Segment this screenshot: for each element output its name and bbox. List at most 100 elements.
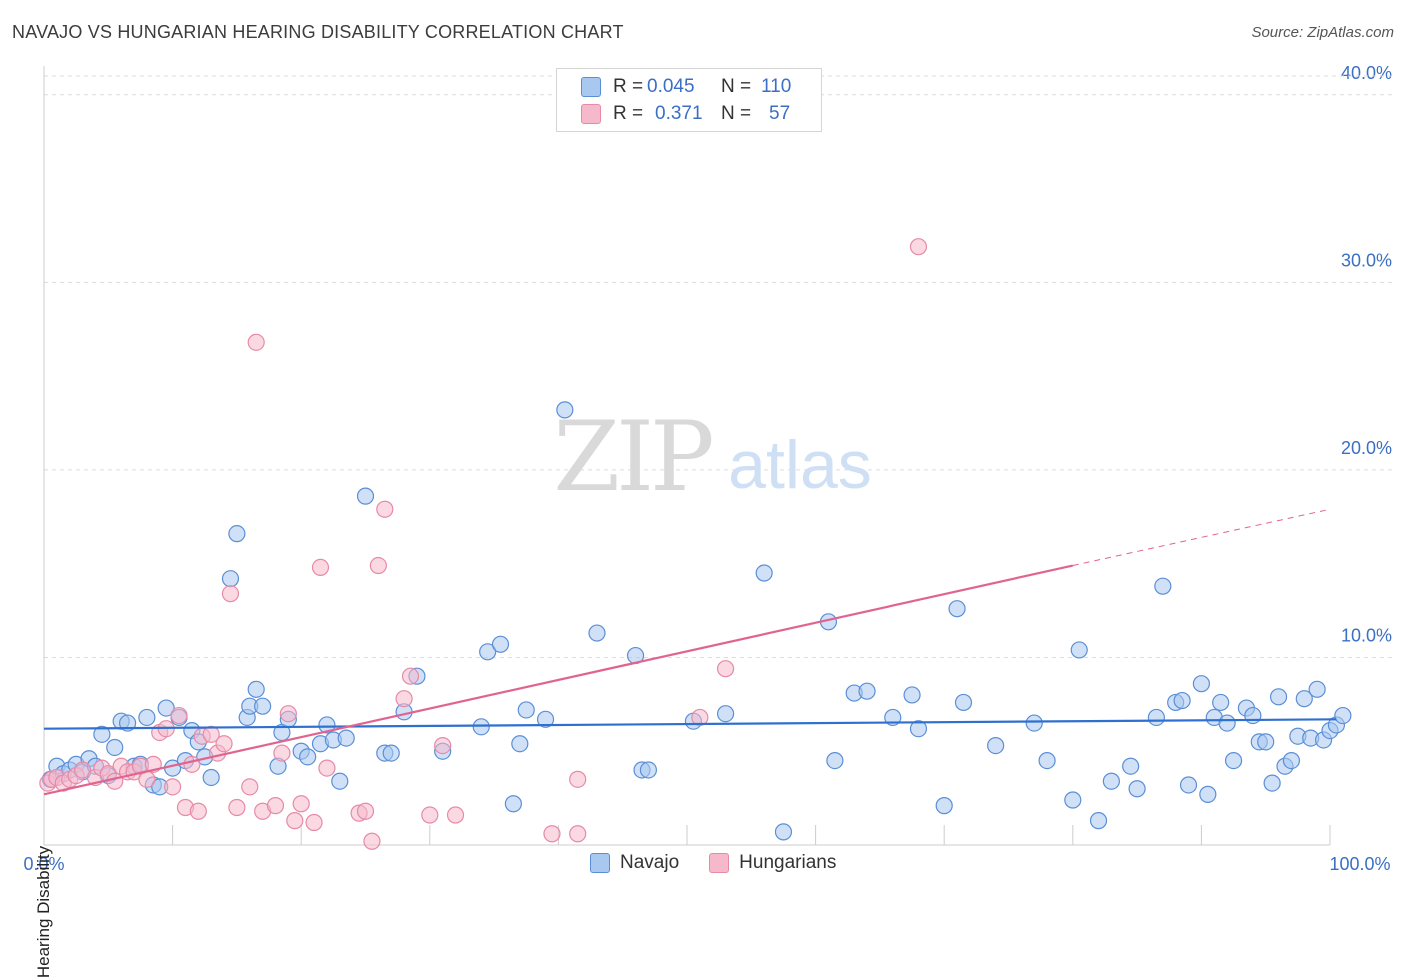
navajo-point bbox=[472, 718, 490, 736]
legend-item-hungarians[interactable]: Hungarians bbox=[709, 852, 836, 874]
navajo-point bbox=[755, 564, 773, 582]
hungarians-point bbox=[164, 778, 182, 796]
hungarians-point bbox=[401, 667, 420, 685]
navajo-point bbox=[1070, 641, 1088, 659]
navajo-swatch bbox=[581, 77, 601, 97]
hungarians-swatch bbox=[581, 104, 601, 124]
chart-title: NAVAJO VS HUNGARIAN HEARING DISABILITY C… bbox=[12, 22, 624, 42]
navajo-point bbox=[1282, 751, 1301, 770]
navajo-point bbox=[909, 720, 928, 738]
navajo-point bbox=[511, 735, 529, 753]
navajo-point bbox=[1154, 577, 1172, 595]
navajo-point bbox=[517, 701, 535, 719]
hungarians-point bbox=[292, 795, 310, 813]
hungarians-point bbox=[183, 755, 201, 773]
navajo-point bbox=[221, 570, 240, 588]
hungarians-point bbox=[434, 736, 452, 755]
y-tick-label: 20.0% bbox=[1341, 438, 1392, 458]
legend-label-hungarians: Hungarians bbox=[739, 852, 837, 873]
navajo-point bbox=[254, 697, 272, 715]
navajo-point bbox=[1025, 714, 1043, 732]
y-axis-label: Hearing Disability bbox=[34, 845, 53, 978]
navajo-point bbox=[491, 635, 510, 653]
navajo-point bbox=[1257, 733, 1275, 751]
navajo-point bbox=[157, 699, 175, 717]
hungarians-point bbox=[266, 797, 285, 815]
navajo-point bbox=[1308, 680, 1326, 698]
navajo-swatch bbox=[590, 853, 610, 873]
legend-row-hungarians: R = 0.371 N = 57 bbox=[581, 102, 790, 126]
navajo-point bbox=[826, 751, 844, 770]
navajo-point bbox=[318, 716, 336, 734]
hungarians-point bbox=[73, 761, 92, 779]
navajo-point bbox=[1218, 714, 1236, 732]
legend-label-navajo: Navajo bbox=[620, 852, 680, 873]
hungarians-point bbox=[170, 706, 188, 725]
n-label: N = bbox=[721, 103, 752, 124]
hungarians-point bbox=[279, 705, 297, 723]
navajo-point bbox=[1064, 791, 1082, 809]
navajo-point bbox=[299, 748, 317, 766]
y-tick-label: 40.0% bbox=[1341, 63, 1392, 83]
hungarians-point bbox=[363, 832, 381, 850]
navajo-point bbox=[1102, 772, 1120, 790]
hungarians-point bbox=[286, 812, 304, 830]
r-value: 0.045 bbox=[647, 76, 695, 97]
watermark-atlas: atlas bbox=[728, 427, 872, 503]
navajo-point bbox=[1224, 751, 1243, 770]
hungarians-point bbox=[247, 333, 265, 351]
hungarians-point bbox=[569, 770, 587, 788]
navajo-point bbox=[536, 710, 555, 728]
navajo-point bbox=[504, 795, 522, 813]
r-label: R = bbox=[613, 76, 644, 97]
navajo-point bbox=[1269, 688, 1288, 706]
navajo-point bbox=[356, 487, 375, 505]
watermark-zip: ZIP bbox=[553, 401, 712, 513]
source-label: Source: ZipAtlas.com bbox=[1251, 24, 1394, 41]
hungarians-point bbox=[356, 802, 375, 820]
hungarians-point bbox=[569, 825, 587, 843]
navajo-point bbox=[382, 744, 400, 762]
navajo-point bbox=[774, 823, 793, 841]
navajo-point bbox=[228, 525, 246, 543]
navajo-point bbox=[556, 401, 574, 419]
hungarians-point bbox=[305, 813, 323, 832]
navajo-point bbox=[1147, 708, 1165, 727]
navajo-point bbox=[138, 708, 156, 727]
hungarians-point bbox=[376, 500, 394, 518]
scatter-plot: 10.0% 20.0% 30.0% 40.0% 0.0% 100.0% ZIP atlas bbox=[23, 63, 1392, 874]
navajo-point bbox=[1038, 751, 1056, 770]
navajo-point bbox=[1173, 691, 1191, 710]
hungarians-point bbox=[273, 744, 291, 762]
hungarians-point bbox=[189, 802, 207, 820]
navajo-point bbox=[202, 768, 220, 787]
r-label: R = bbox=[613, 103, 644, 124]
y-tick-label: 30.0% bbox=[1341, 250, 1392, 270]
navajo-point bbox=[1334, 706, 1352, 725]
series-legend: Navajo Hungarians bbox=[590, 852, 866, 874]
hungarians-point bbox=[909, 238, 928, 256]
hungarians-point bbox=[716, 660, 735, 678]
legend-row-navajo: R = 0.045 N = 110 bbox=[581, 75, 791, 99]
hungarians-point bbox=[228, 798, 246, 817]
navajo-point bbox=[247, 680, 265, 698]
x-tick-label: 0.0% bbox=[23, 854, 64, 874]
navajo-point bbox=[93, 725, 111, 743]
r-value: 0.371 bbox=[655, 103, 703, 124]
hungarians-point bbox=[318, 759, 336, 777]
hungarians-point bbox=[311, 558, 330, 577]
navajo-point bbox=[1179, 776, 1198, 794]
hungarians-point bbox=[369, 556, 387, 575]
navajo-point bbox=[337, 729, 355, 747]
navajo-point bbox=[903, 686, 921, 704]
legend-item-navajo[interactable]: Navajo bbox=[590, 852, 679, 874]
navajo-point bbox=[935, 797, 953, 815]
n-label: N = bbox=[721, 76, 752, 97]
hungarians-swatch bbox=[709, 853, 730, 873]
navajo-point bbox=[639, 761, 658, 779]
navajo-point bbox=[1263, 774, 1281, 792]
hungarians-point bbox=[215, 735, 233, 753]
hungarians-point bbox=[221, 585, 240, 603]
navajo-point bbox=[1212, 693, 1230, 712]
hungarians-point bbox=[395, 690, 413, 708]
